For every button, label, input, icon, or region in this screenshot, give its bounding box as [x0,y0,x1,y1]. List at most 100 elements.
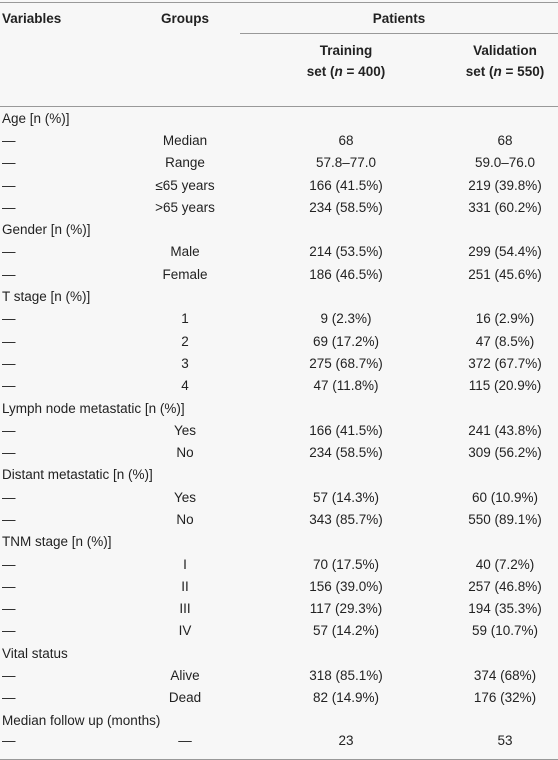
table-cell: 1 [181,311,189,327]
data-row: — Alive 318 (85.1%) 374 (68%) [0,664,558,686]
table-cell: 2 [181,333,189,349]
table-cell: 299 (54.4%) [468,244,542,260]
table-cell: — [2,177,16,193]
table-cell: IV [178,623,192,639]
data-row: — I 70 (17.5%) 40 (7.2%) [0,553,558,575]
table-cell: Distant metastatic [n (%)] [2,467,153,483]
section-row: TNM stage [n (%)] [0,531,558,553]
table-cell: 219 (39.8%) [468,177,542,193]
data-row: — Median 68 68 [0,129,558,151]
table-cell: 156 (39.0%) [309,578,383,594]
table-cell: II [181,578,189,594]
table-cell: — [2,556,16,572]
header-text: n [334,64,343,79]
header-text: = 400) [342,64,386,79]
data-row: — 2 69 (17.2%) 47 (8.5%) [0,330,558,352]
header-cell: Patients [240,2,558,34]
data-row: — II 156 (39.0%) 257 (46.8%) [0,575,558,597]
table-cell: Lymph node metastatic [n (%)] [2,400,185,416]
table-cell: — [2,668,16,684]
data-row: — ≤65 years 166 (41.5%) 219 (39.8%) [0,174,558,196]
table-cell: 372 (67.7%) [468,355,542,371]
table-cell: No [176,511,194,527]
header-text: set ( [465,64,494,79]
table-cell: 117 (29.3%) [309,601,383,617]
data-row: — IV 57 (14.2%) 59 (10.7%) [0,620,558,642]
table-cell: Female [162,266,208,282]
table-cell: 234 (58.5%) [309,199,383,215]
data-row: — Female 186 (46.5%) 251 (45.6%) [0,263,558,285]
header-cell: Training set (n = 400) [240,33,452,107]
data-row: — 4 47 (11.8%) 115 (20.9%) [0,375,558,397]
data-row: — Dead 82 (14.9%) 176 (32%) [0,687,558,709]
table-cell: — [2,355,16,371]
table-cell: 59.0–76.0 [474,155,536,171]
table-cell: ≤65 years [155,177,215,193]
header-cell: Variables [0,2,130,34]
data-row: — 3 275 (68.7%) 372 (67.7%) [0,352,558,374]
table-cell: 251 (45.6%) [468,266,542,282]
table-cell: — [2,690,16,706]
table-cell: — [2,578,16,594]
header-text: Validation [473,43,537,58]
table-cell: 82 (14.9%) [312,690,380,706]
table-cell: 374 (68%) [473,668,537,684]
data-row: — Yes 57 (14.3%) 60 (10.9%) [0,486,558,508]
table-cell: 550 (89.1%) [468,511,542,527]
table-cell: No [176,445,194,461]
table-cell: — [2,601,16,617]
table-cell: — [2,623,16,639]
table-cell: 70 (17.5%) [312,556,380,572]
table-cell: — [2,378,16,394]
table-cell: — [2,511,16,527]
data-row: — Yes 166 (41.5%) 241 (43.8%) [0,419,558,441]
table-cell: III [179,601,191,617]
table-cell: Range [165,155,205,171]
section-row: Lymph node metastatic [n (%)] [0,397,558,419]
data-row: — >65 years 234 (58.5%) 331 (60.2%) [0,196,558,218]
table-cell: Vital status [2,645,68,661]
table-cell: Dead [168,690,202,706]
data-row: — —23 53 [0,731,558,760]
table-cell: Age [n (%)] [2,110,70,126]
section-row: T stage [n (%)] [0,285,558,307]
table-cell: 166 (41.5%) [309,422,383,438]
table-cell: 57 (14.2%) [312,623,380,639]
header-row: Variables Groups Patients [0,2,558,34]
table-cell: 3 [181,355,189,371]
table-cell: Yes [173,422,197,438]
table-cell: 234 (58.5%) [309,445,383,461]
table-cell: I [183,556,187,572]
data-row: — Male 214 (53.5%) 299 (54.4%) [0,241,558,263]
table-cell: Gender [n (%)] [2,222,91,238]
table-cell: 241 (43.8%) [468,422,542,438]
table-cell: — [2,445,16,461]
table-cell: 69 (17.2%) [312,333,380,349]
table-cell: 23 [240,731,452,760]
table-cell: Median [162,132,208,148]
section-row: Distant metastatic [n (%)] [0,464,558,486]
table-cell: 60 (10.9%) [471,489,539,505]
table-cell: 47 (11.8%) [313,378,379,394]
table-cell: 57.8–77.0 [315,155,377,171]
table-cell: 68 [338,132,354,148]
table-cell: 166 (41.5%) [309,177,383,193]
section-row: Median follow up (months) [0,709,558,731]
table-cell: 57 (14.3%) [312,489,380,505]
table-cell: T stage [n (%)] [2,289,91,305]
header-cell [130,33,240,107]
table-cell: 47 (8.5%) [475,333,535,349]
table-cell: — [2,155,16,171]
header-text: set ( [306,64,335,79]
section-row: Gender [n (%)] [0,218,558,240]
table-cell: 318 (85.1%) [309,668,383,684]
table-cell: Male [170,244,200,260]
table-body: Age [n (%)] — Median 68 68 — Range 57.8–77.0 59.… [0,107,558,760]
table-cell: — [2,311,16,327]
table-cell: 257 (46.8%) [468,578,542,594]
table-cell: — [2,333,16,349]
table-cell: 40 (7.2%) [475,556,535,572]
table-cell: — [2,489,16,505]
